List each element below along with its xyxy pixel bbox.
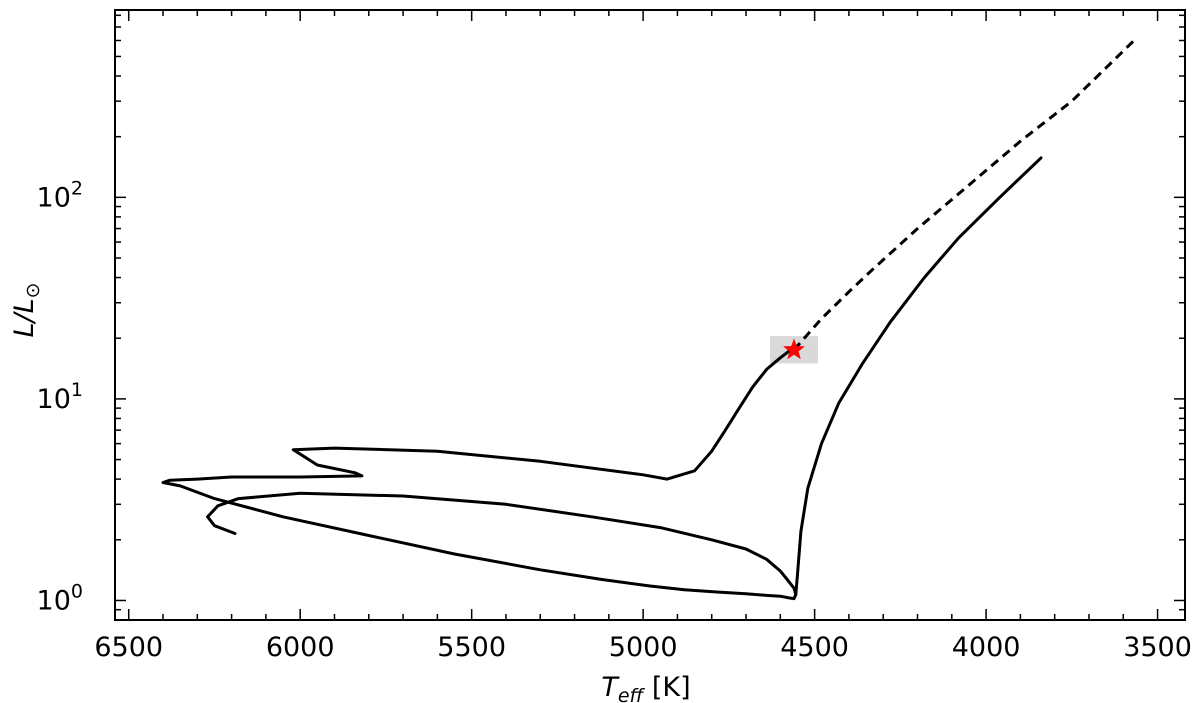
plot-content <box>161 36 1139 601</box>
x-tick-label: 5000 <box>609 632 678 663</box>
y-tick-base: 10 <box>37 585 71 616</box>
x-tick-label: 5500 <box>437 632 506 663</box>
axis-ticks <box>115 10 1185 621</box>
y-tick-label: 100 <box>37 580 83 616</box>
y-tick-base: 10 <box>37 384 71 415</box>
y-tick-label: 101 <box>37 379 83 415</box>
track-series-3 <box>792 36 1139 351</box>
y-tick-base: 10 <box>37 182 71 213</box>
y-axis-label: L/L⊙ <box>9 282 44 337</box>
x-tick-label: 6000 <box>266 632 335 663</box>
x-axis-label: Teff [K] <box>601 672 690 703</box>
x-tick-label: 3500 <box>1123 632 1192 663</box>
plot-frame <box>114 9 1186 621</box>
x-tick-label: 4500 <box>780 632 849 663</box>
y-tick-exponent: 1 <box>71 379 83 401</box>
x-tick-label: 6500 <box>94 632 163 663</box>
track-series-2 <box>794 156 1043 596</box>
track-series-1 <box>161 348 798 601</box>
y-tick-exponent: 2 <box>71 177 83 199</box>
y-tick-exponent: 0 <box>71 580 83 602</box>
x-tick-label: 4000 <box>952 632 1021 663</box>
star-marker <box>783 338 805 360</box>
y-tick-label: 102 <box>37 177 83 213</box>
